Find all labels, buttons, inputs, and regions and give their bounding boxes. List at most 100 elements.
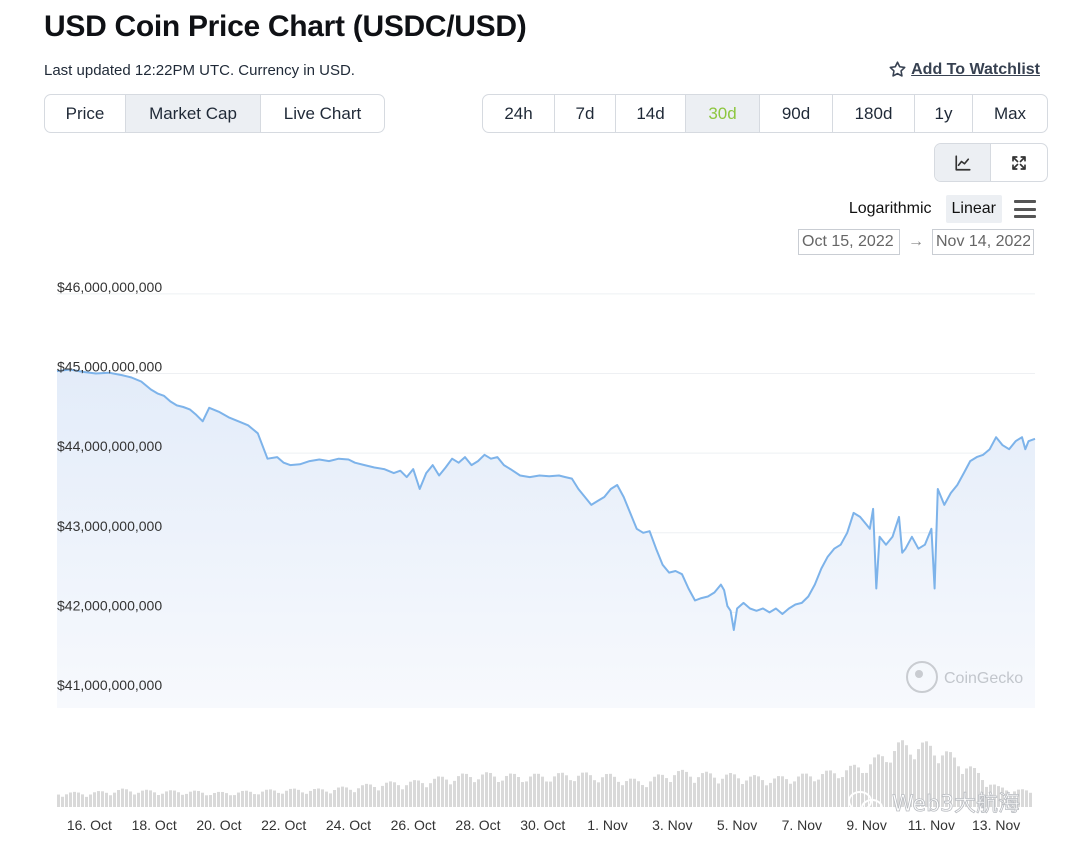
volume-bar — [761, 780, 764, 807]
tab-price[interactable]: Price — [45, 95, 126, 132]
volume-bar — [605, 774, 608, 807]
x-tick-label: 28. Oct — [455, 817, 500, 833]
range-max[interactable]: Max — [993, 103, 1027, 123]
range-90d[interactable]: 90d — [760, 95, 833, 132]
volume-bar — [85, 796, 88, 807]
volume-bar — [501, 780, 504, 807]
volume-bar — [317, 788, 320, 807]
volume-bar — [433, 778, 436, 807]
fullscreen-button[interactable] — [991, 144, 1047, 181]
volume-bar — [613, 776, 616, 807]
market-cap-chart[interactable]: $46,000,000,000 $45,000,000,000 $44,000,00… — [0, 270, 1080, 849]
last-updated-text: Last updated 12:22PM UTC. Currency in US… — [44, 62, 355, 79]
volume-bar — [909, 754, 912, 807]
volume-bar — [69, 792, 72, 807]
volume-bar — [733, 774, 736, 807]
volume-bar — [141, 790, 144, 807]
y-tick-label: $43,000,000,000 — [57, 518, 162, 534]
date-from-input[interactable] — [798, 229, 900, 255]
volume-bar — [569, 780, 572, 807]
volume-bar — [617, 781, 620, 807]
volume-bar — [905, 745, 908, 807]
volume-bar — [629, 778, 632, 807]
range-30d[interactable]: 30d — [686, 95, 760, 132]
hamburger-menu-icon[interactable] — [1014, 200, 1036, 218]
volume-bar — [557, 773, 560, 807]
volume-bar — [237, 792, 240, 807]
volume-bar — [693, 782, 696, 807]
volume-bar — [881, 756, 884, 807]
market-cap-area — [57, 369, 1035, 708]
volume-bar — [445, 779, 448, 807]
volume-bar — [681, 769, 684, 807]
date-to-input[interactable] — [932, 229, 1034, 255]
volume-bar — [749, 776, 752, 807]
volume-bar — [253, 794, 256, 807]
volume-bar — [461, 773, 464, 807]
volume-bar — [361, 785, 364, 807]
add-to-watchlist-link[interactable]: Add To Watchlist — [888, 60, 1040, 79]
volume-bar — [373, 787, 376, 807]
volume-bar — [741, 784, 744, 807]
volume-bar — [1021, 789, 1024, 807]
volume-bar — [529, 776, 532, 807]
volume-bar — [765, 785, 768, 807]
volume-bar — [661, 774, 664, 807]
range-180d[interactable]: 180d — [833, 95, 915, 132]
volume-bar — [561, 772, 564, 807]
volume-bar — [497, 781, 500, 807]
range-24h[interactable]: 24h — [483, 95, 555, 132]
volume-bar — [717, 783, 720, 807]
volume-bars — [57, 740, 1032, 807]
tab-market-cap[interactable]: Market Cap — [126, 95, 261, 132]
tab-live-chart[interactable]: Live Chart — [283, 103, 362, 123]
range-1y[interactable]: 1y — [915, 95, 973, 132]
volume-bar — [125, 789, 128, 807]
scale-linear[interactable]: Linear — [945, 195, 1002, 223]
x-tick-label: 9. Nov — [846, 817, 886, 833]
volume-bar — [933, 755, 936, 807]
volume-bar — [945, 751, 948, 807]
range-7d[interactable]: 7d — [555, 95, 616, 132]
volume-bar — [725, 774, 728, 807]
volume-bar — [341, 786, 344, 807]
volume-bar — [609, 773, 612, 807]
volume-bar — [149, 790, 152, 807]
x-tick-label: 13. Nov — [972, 817, 1020, 833]
volume-bar — [293, 788, 296, 807]
volume-bar — [65, 794, 68, 807]
x-tick-label: 3. Nov — [652, 817, 692, 833]
line-chart-button[interactable] — [935, 144, 991, 181]
volume-bar — [61, 796, 64, 807]
volume-bar — [325, 791, 328, 807]
volume-bar — [349, 789, 352, 807]
volume-bar — [277, 792, 280, 807]
volume-bar — [297, 789, 300, 807]
volume-bar — [665, 778, 668, 807]
volume-bar — [689, 776, 692, 807]
y-tick-label: $45,000,000,000 — [57, 359, 162, 375]
volume-bar — [301, 792, 304, 807]
volume-bar — [601, 777, 604, 807]
scale-logarithmic[interactable]: Logarithmic — [848, 200, 932, 217]
range-14d[interactable]: 14d — [616, 95, 686, 132]
volume-bar — [133, 794, 136, 807]
volume-bar — [833, 773, 836, 807]
volume-bar — [513, 773, 516, 807]
volume-bar — [401, 789, 404, 807]
volume-bar — [845, 770, 848, 807]
coingecko-watermark: CoinGecko — [906, 661, 1023, 693]
volume-bar — [997, 786, 1000, 807]
volume-bar — [989, 784, 992, 807]
line-chart-icon — [954, 154, 971, 171]
volume-bar — [805, 773, 808, 807]
x-tick-label: 7. Nov — [782, 817, 822, 833]
volume-bar — [57, 794, 60, 807]
volume-bar — [321, 789, 324, 807]
coingecko-text: CoinGecko — [944, 670, 1023, 687]
volume-bar — [813, 781, 816, 807]
volume-bar — [745, 780, 748, 807]
volume-bar — [185, 793, 188, 807]
volume-bar — [197, 791, 200, 807]
y-tick-label: $44,000,000,000 — [57, 438, 162, 454]
